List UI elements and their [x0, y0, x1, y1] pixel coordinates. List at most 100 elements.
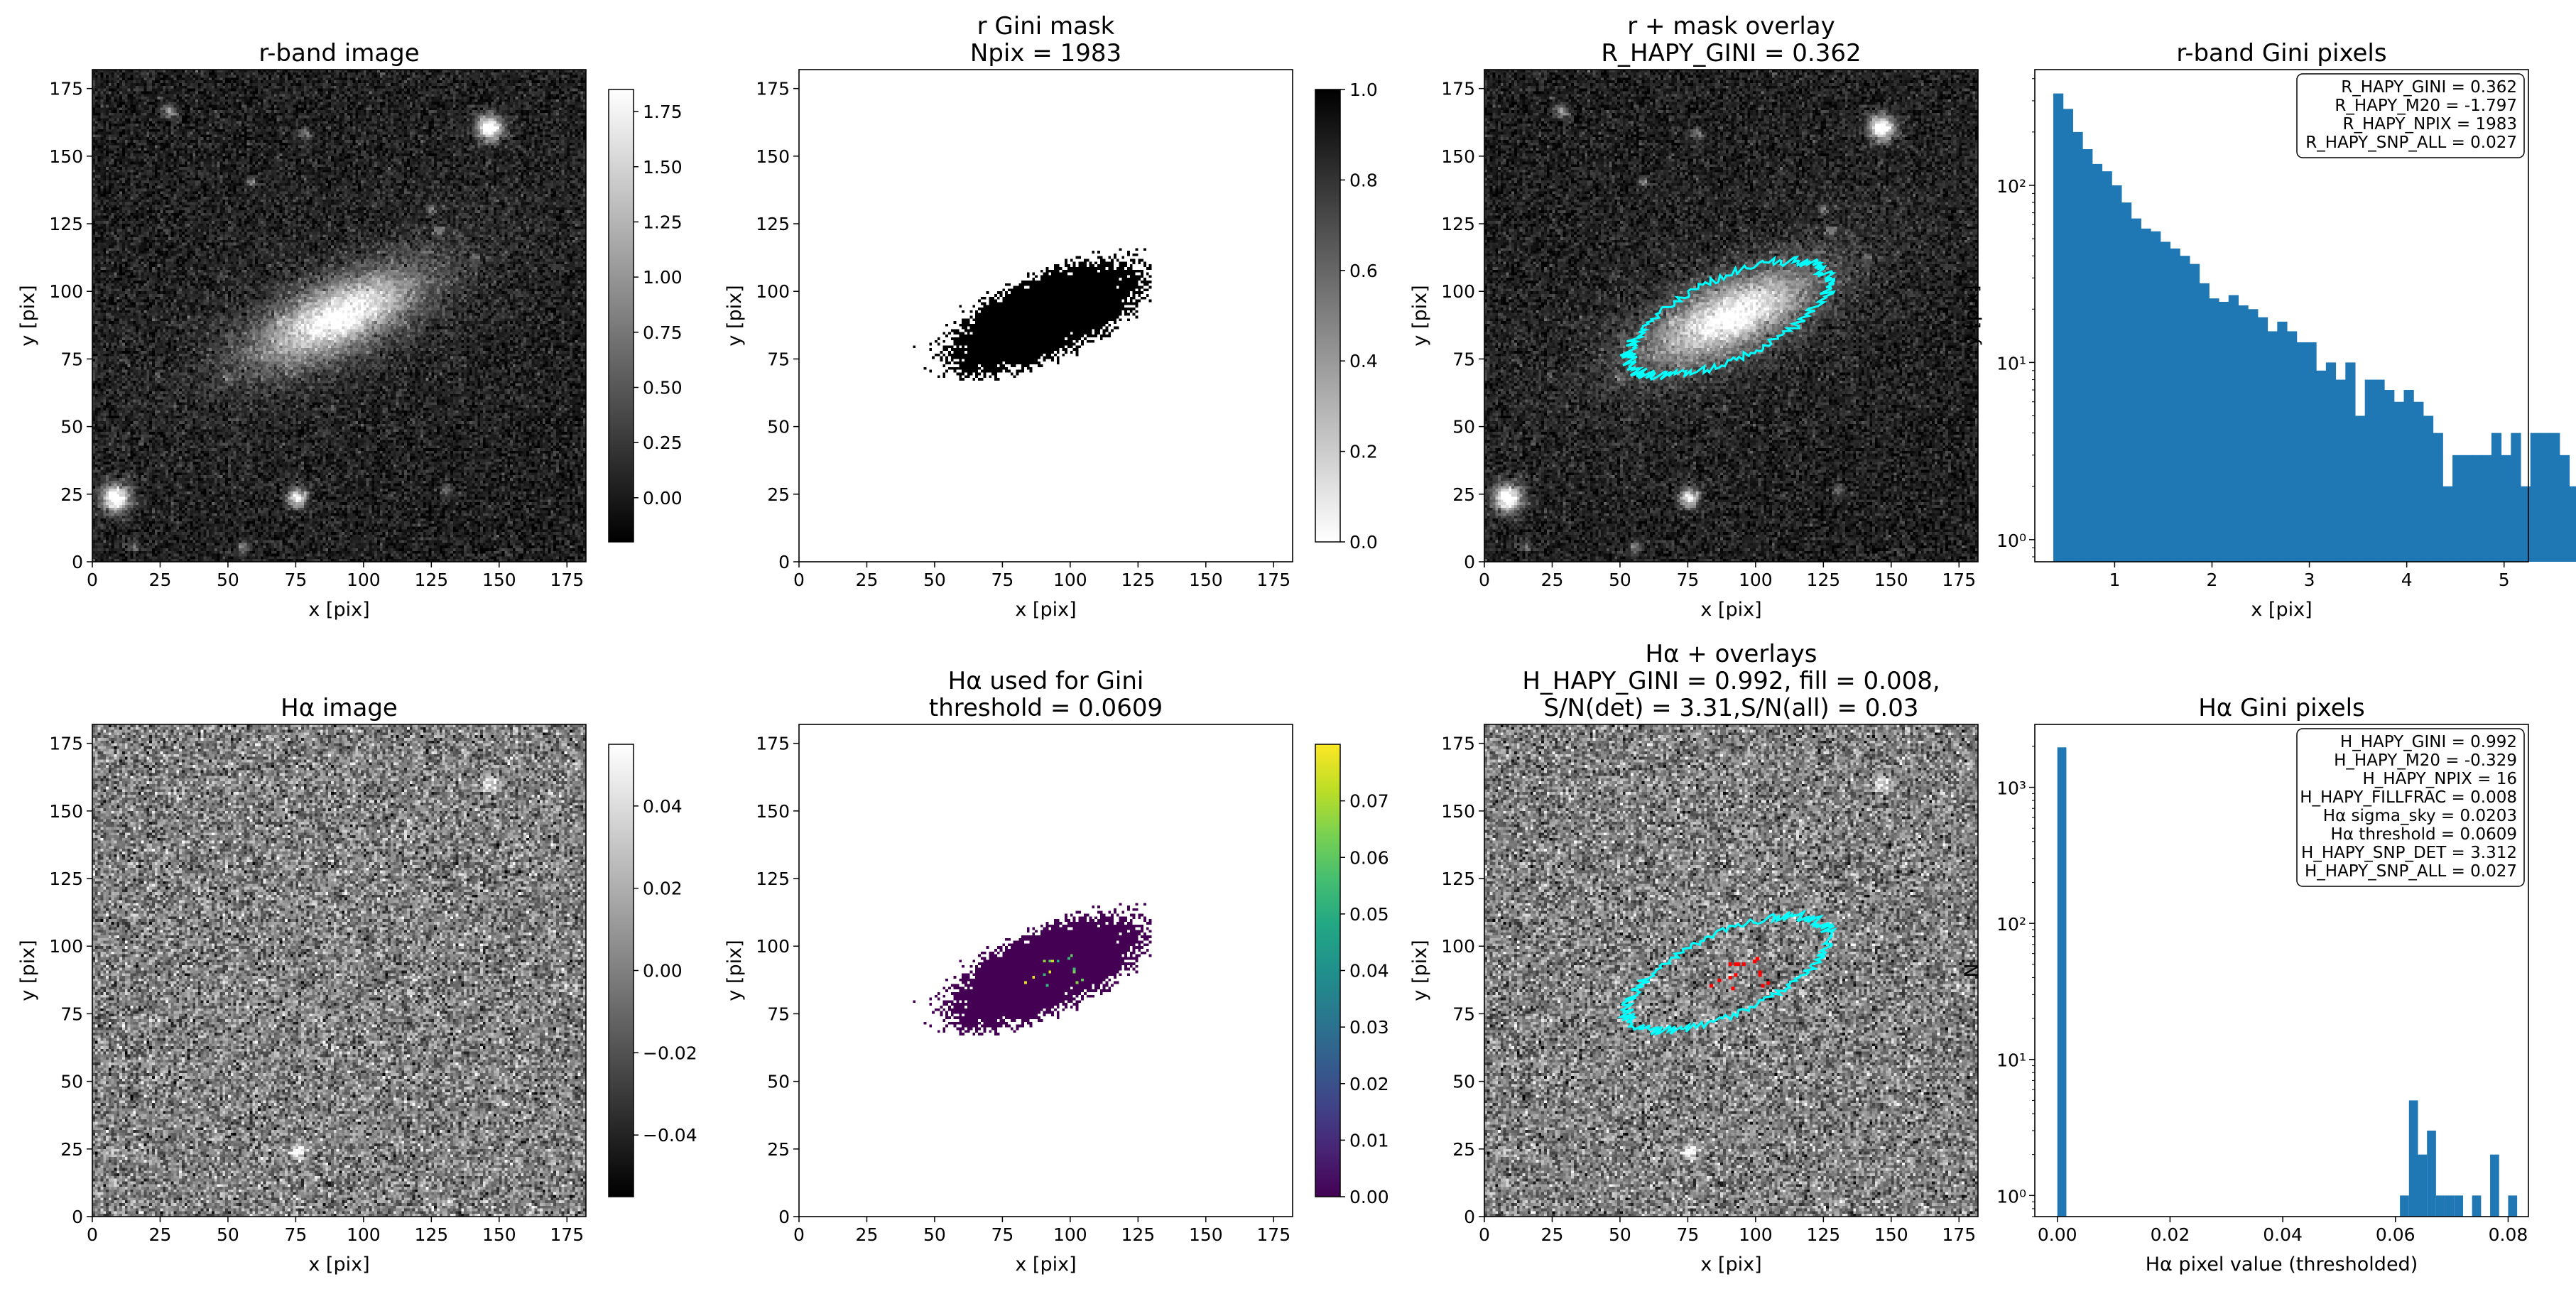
- y-tick-label: 150: [756, 801, 790, 822]
- x-tick-label: 50: [1609, 570, 1631, 590]
- hist-bar: [2296, 342, 2307, 562]
- hist-bar: [2219, 301, 2229, 562]
- threshold-pixel: [1737, 962, 1741, 967]
- hist-bar: [2316, 370, 2327, 562]
- mask-contour: [1616, 909, 1838, 1035]
- threshold-pixel: [1758, 973, 1762, 977]
- legend-entry: R_HAPY_SNP_ALL = 0.027: [2305, 134, 2517, 152]
- x-tick-label: 125: [414, 1224, 448, 1245]
- r_image-frame: [92, 69, 587, 562]
- hist-bar: [2248, 309, 2259, 562]
- hist-bar: [2442, 486, 2453, 562]
- x-tick-label: 0.06: [2376, 1224, 2415, 1245]
- colorbar-tick-label: 0.2: [1349, 442, 1378, 462]
- y-tick-label: 125: [49, 869, 83, 889]
- colorbar-tick-label: 0.00: [643, 488, 683, 509]
- panel-ha_overlay: 0 25 50 75 100 125 150 175 0 25 50 75 100 125 150 175 x …: [1409, 640, 1979, 1276]
- chart-title-line: H_HAPY_GINI = 0.992, fill = 0.008,: [1522, 667, 1940, 695]
- legend-box: [2296, 73, 2525, 158]
- x-tick-label: 75: [991, 1224, 1013, 1245]
- colorbar-tick-label: 0.02: [643, 879, 683, 899]
- x-tick-label: 100: [1053, 570, 1087, 590]
- threshold-pixel: [1741, 962, 1746, 967]
- colorbar-r_image: [608, 89, 634, 543]
- x-tick-label: 100: [347, 1224, 381, 1245]
- legend-entry: R_HAPY_NPIX = 1983: [2343, 115, 2517, 134]
- x-axis-label: x [pix]: [308, 599, 369, 621]
- y-tick-label: 150: [1441, 146, 1475, 167]
- colorbar-tick-label: 1.50: [643, 157, 683, 178]
- x-tick-label: 125: [1806, 570, 1840, 590]
- colorbar-tick-label: 0.06: [1349, 847, 1389, 868]
- hist-bar: [2427, 1130, 2436, 1217]
- hist-bar: [2151, 231, 2161, 562]
- legend-entry: R_HAPY_GINI = 0.362: [2341, 78, 2517, 97]
- ha_overlay-frame: [1484, 724, 1979, 1217]
- legend-entry: Hα threshold = 0.0609: [2331, 825, 2517, 844]
- hist-bar: [2325, 362, 2337, 562]
- hist-bar: [2277, 321, 2288, 562]
- hist-bar: [2228, 295, 2239, 562]
- y-tick-label: 10¹: [1996, 353, 2026, 374]
- hist-bar: [2433, 433, 2443, 562]
- hist-bar: [2540, 433, 2550, 562]
- hist-bar: [2423, 415, 2434, 562]
- legend-box: [2296, 728, 2525, 887]
- x-tick-label: 175: [1256, 570, 1290, 590]
- colorbar-tick-label: 0.07: [1349, 791, 1389, 812]
- hist-bar: [2374, 379, 2385, 562]
- x-axis-label: Hα pixel value (thresholded): [2146, 1254, 2418, 1276]
- hist-bar: [2072, 131, 2083, 562]
- hist-bar: [2435, 1195, 2445, 1217]
- y-tick-label: 25: [767, 1139, 790, 1160]
- legend-entry: H_HAPY_NPIX = 16: [2362, 770, 2517, 788]
- chart-title-line: Npix = 1983: [970, 39, 1121, 67]
- colorbar-ha_image: [608, 744, 634, 1197]
- panel-ha_image: 0 25 50 75 100 125 150 175 0 25 50 75 100 125 150 175 x …: [17, 694, 697, 1276]
- threshold-pixel: [1731, 986, 1735, 991]
- colorbar-tick-label: 0.05: [1349, 904, 1389, 925]
- hist-bar: [2408, 1100, 2418, 1217]
- colorbar-tick-label: 0.0: [1349, 532, 1378, 553]
- ha_hist-frame: [2034, 724, 2529, 1217]
- colorbar-tick-label: 0.02: [1349, 1074, 1389, 1094]
- y-tick-label: 125: [1441, 869, 1475, 889]
- y-tick-label: 100: [49, 936, 83, 957]
- legend-entry: H_HAPY_FILLFRAC = 0.008: [2300, 788, 2517, 807]
- colorbar-tick-label: 0.8: [1349, 170, 1378, 190]
- hist-bar: [2112, 185, 2122, 562]
- x-tick-label: 75: [991, 570, 1013, 590]
- x-tick-label: 25: [856, 570, 879, 590]
- y-tick-label: 50: [60, 1072, 83, 1092]
- threshold-pixel: [1766, 981, 1771, 985]
- y-tick-label: 100: [49, 281, 83, 302]
- hist-bar: [2082, 149, 2093, 562]
- hist-bar: [2141, 228, 2151, 562]
- x-tick-label: 150: [1189, 570, 1223, 590]
- hist-bar: [2413, 401, 2424, 562]
- colorbar-tick-label: 1.0: [1349, 80, 1378, 100]
- x-tick-label: 50: [923, 570, 946, 590]
- hist-bar: [2418, 1154, 2428, 1217]
- panel-ha_hist: 0.00 0.02 0.04 0.06 0.08 10⁰ 10¹ 10² 10³ Hα pixel…: [1961, 694, 2529, 1276]
- x-tick-label: 75: [1676, 570, 1699, 590]
- panel-r_mask: 0 25 50 75 100 125 150 175 0 25 50 75 100 125 150 175 x …: [724, 12, 1378, 621]
- x-tick-label: 0: [1479, 1224, 1490, 1245]
- y-tick-label: 175: [756, 79, 790, 99]
- panel-r_image: 0 25 50 75 100 125 150 175 0 25 50 75 100 125 150 175 x …: [17, 39, 683, 621]
- y-tick-label: 125: [49, 214, 83, 234]
- y-axis-label: y [pix]: [724, 285, 746, 346]
- colorbar-tick-label: 0.00: [1349, 1187, 1389, 1207]
- threshold-pixel: [1761, 984, 1765, 988]
- hist-bar: [2160, 241, 2171, 562]
- image-r_overlay: [1484, 70, 1978, 562]
- y-tick-label: 175: [49, 734, 83, 754]
- y-tick-label: 75: [767, 349, 790, 369]
- chart-title-line: R_HAPY_GINI = 0.362: [1601, 39, 1861, 67]
- hist-bar: [2400, 1195, 2409, 1217]
- x-tick-label: 0.08: [2489, 1224, 2528, 1245]
- x-tick-label: 25: [1541, 1224, 1564, 1245]
- colorbar-tick-label: 0.01: [1349, 1130, 1389, 1151]
- y-tick-label: 75: [60, 349, 83, 369]
